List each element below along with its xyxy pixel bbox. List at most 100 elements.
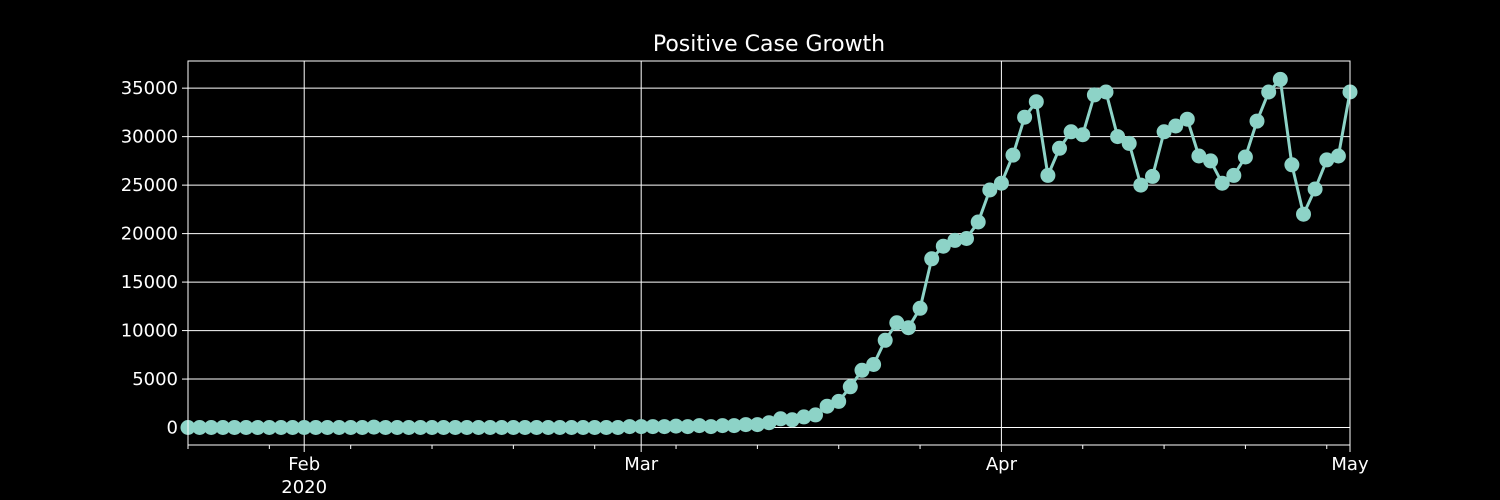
data-point xyxy=(1156,124,1172,140)
data-point xyxy=(203,420,219,435)
data-point xyxy=(842,379,858,395)
data-point xyxy=(378,420,393,435)
data-point xyxy=(250,420,266,435)
data-point xyxy=(215,420,231,435)
data-point xyxy=(296,420,312,435)
data-point xyxy=(412,420,428,435)
data-point xyxy=(598,420,614,435)
y-tick-label: 25000 xyxy=(121,175,178,196)
data-point xyxy=(947,232,963,248)
data-point xyxy=(1261,84,1277,100)
data-point xyxy=(959,231,974,246)
data-point xyxy=(261,420,277,435)
y-tick-label: 20000 xyxy=(121,224,178,245)
data-point xyxy=(773,411,789,427)
data-point xyxy=(1307,181,1323,197)
x-tick-label: Apr xyxy=(986,454,1018,475)
data-point xyxy=(715,418,730,434)
data-point xyxy=(900,320,916,336)
data-point xyxy=(889,315,905,331)
data-point xyxy=(982,182,998,198)
data-point xyxy=(1098,84,1114,100)
data-point xyxy=(238,420,254,435)
y-tick-label: 0 xyxy=(167,418,178,439)
data-point xyxy=(552,420,568,435)
chart-title: Positive Case Growth xyxy=(653,32,885,57)
data-point xyxy=(784,412,800,428)
data-point xyxy=(1179,111,1195,127)
data-point xyxy=(494,420,510,435)
data-point xyxy=(447,420,463,435)
data-point xyxy=(680,419,696,435)
data-point xyxy=(1249,113,1265,129)
data-point xyxy=(703,419,719,435)
data-point xyxy=(540,420,556,435)
data-point xyxy=(459,420,475,435)
data-point xyxy=(331,420,347,435)
data-point xyxy=(517,420,533,435)
data-point xyxy=(1272,71,1288,87)
data-point xyxy=(354,420,370,435)
data-point xyxy=(1063,124,1079,140)
data-point xyxy=(656,419,672,435)
data-point xyxy=(691,418,707,434)
x-tick-label: Feb xyxy=(288,454,320,475)
x-tick-label: May xyxy=(1331,454,1369,475)
data-point xyxy=(436,420,452,435)
data-point xyxy=(726,418,742,434)
data-point xyxy=(1040,167,1056,183)
y-tick-label: 10000 xyxy=(121,321,178,342)
data-point xyxy=(389,420,405,435)
y-tick-label: 30000 xyxy=(121,127,178,148)
data-point xyxy=(1145,168,1160,184)
data-point xyxy=(993,175,1009,191)
data-point xyxy=(912,300,928,316)
data-point xyxy=(285,420,301,435)
data-point xyxy=(738,417,754,433)
gridlines xyxy=(188,61,1351,445)
data-point xyxy=(1005,147,1021,163)
data-point xyxy=(482,420,498,435)
data-point xyxy=(505,420,521,435)
x-tick-label: Mar xyxy=(624,454,659,475)
data-point xyxy=(227,420,242,435)
data-point xyxy=(645,419,661,435)
data-point xyxy=(319,420,335,435)
data-point xyxy=(1168,118,1184,134)
data-point xyxy=(819,398,835,414)
data-point xyxy=(1028,94,1044,110)
data-point xyxy=(1075,127,1091,143)
data-point xyxy=(1319,152,1335,168)
data-point xyxy=(1133,177,1149,193)
data-point xyxy=(1284,157,1300,173)
data-point xyxy=(610,420,626,435)
y-tick-label: 5000 xyxy=(132,369,178,390)
data-point xyxy=(1237,149,1253,165)
x-tick-year-label: 2020 xyxy=(281,477,327,498)
data-point xyxy=(622,419,638,435)
data-point xyxy=(1110,129,1126,145)
data-point xyxy=(854,362,870,378)
data-point xyxy=(866,357,882,372)
data-point xyxy=(970,214,986,230)
data-point xyxy=(1121,135,1137,151)
data-point xyxy=(749,417,765,433)
y-tick-label: 35000 xyxy=(121,78,178,99)
data-point xyxy=(935,238,951,254)
data-point xyxy=(668,418,684,434)
data-point xyxy=(366,419,382,435)
data-point xyxy=(877,332,893,348)
y-tick-label: 15000 xyxy=(121,272,178,293)
data-point xyxy=(587,420,603,435)
data-point xyxy=(633,419,649,435)
data-point xyxy=(1052,140,1067,156)
data-point xyxy=(471,420,486,435)
axis-ticks: 0 5000 10000 15000 20000 25000 30000 35000 Feb20… xyxy=(121,78,1369,498)
data-point xyxy=(1330,148,1346,164)
data-point xyxy=(564,420,579,435)
data-point xyxy=(924,251,940,267)
data-point xyxy=(1086,87,1102,103)
data-point xyxy=(1296,206,1311,222)
